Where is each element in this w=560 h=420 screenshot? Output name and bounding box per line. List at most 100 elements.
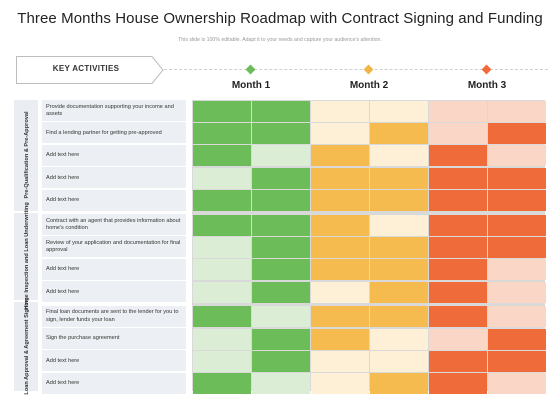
- grid-cell: [487, 122, 546, 145]
- page-subtitle: This slide is 100% editable. Adapt it to…: [178, 37, 382, 43]
- grid-cell: [369, 236, 428, 259]
- activity-label: Add text here: [42, 281, 186, 303]
- grid-cell: [310, 306, 369, 328]
- grid-cell: [369, 190, 428, 212]
- grid-cell: [192, 214, 251, 236]
- grid-cell: [310, 122, 369, 145]
- grid-cell: [369, 373, 428, 395]
- grid-cell: [310, 145, 369, 167]
- grid-cell: [369, 100, 428, 122]
- grid-cell: [251, 100, 310, 122]
- grid-cell: [310, 214, 369, 236]
- grid-cell: [369, 259, 428, 281]
- grid-cell: [192, 259, 251, 281]
- grid-cell: [369, 306, 428, 328]
- activity-label: Add text here: [42, 144, 186, 166]
- grid-cell: [428, 145, 487, 167]
- grid-cell: [251, 122, 310, 145]
- month-timeline-line: [164, 69, 548, 70]
- grid-cell: [251, 373, 310, 395]
- grid-cell: [428, 373, 487, 395]
- grid-cell: [251, 306, 310, 328]
- month-1-label: Month 1: [231, 80, 271, 91]
- activity-label: Add text here: [42, 167, 186, 189]
- grid-cell: [251, 328, 310, 350]
- grid-cell: [192, 306, 251, 328]
- grid-cell: [192, 373, 251, 395]
- grid-cell: [251, 190, 310, 212]
- grid-cell: [369, 350, 428, 373]
- grid-cell: [192, 145, 251, 167]
- grid-cell: [251, 281, 310, 303]
- grid-cell: [487, 190, 546, 212]
- activity-label: Find a lending partner for getting pre-a…: [42, 122, 186, 144]
- activity-label: Add text here: [42, 350, 186, 372]
- grid-cell: [428, 328, 487, 350]
- month-1-marker: [245, 64, 256, 75]
- grid-cell: [428, 350, 487, 373]
- section-label-home-inspection: Home Inspection and Loan Underwriting: [24, 202, 30, 310]
- grid-cell: [251, 350, 310, 373]
- section-pre-qualification: [14, 100, 38, 211]
- grid-cell: [310, 259, 369, 281]
- grid-cell: [369, 145, 428, 167]
- grid-cell: [310, 328, 369, 350]
- grid-cell: [310, 236, 369, 259]
- grid-cell: [369, 167, 428, 189]
- grid-cell: [192, 122, 251, 145]
- activity-label: Review of your application and documenta…: [42, 236, 186, 258]
- section-label-loan-approval: Loan Approval & Agreement Signing: [24, 297, 30, 395]
- grid-cell: [369, 214, 428, 236]
- grid-cell: [310, 350, 369, 373]
- month-3-marker: [481, 64, 492, 75]
- grid-cell: [251, 145, 310, 167]
- grid-cell: [310, 373, 369, 395]
- month-2-label: Month 2: [349, 80, 389, 91]
- grid-cell: [487, 100, 546, 122]
- grid-cell: [251, 214, 310, 236]
- grid-cell: [428, 281, 487, 303]
- key-activities-label: KEY ACTIVITIES: [52, 64, 120, 73]
- grid-cell: [487, 214, 546, 236]
- grid-cell: [428, 306, 487, 328]
- month-3-label: Month 3: [467, 80, 507, 91]
- month-2-marker: [363, 64, 374, 75]
- grid-cell: [487, 167, 546, 189]
- grid-cell: [251, 167, 310, 189]
- grid-cell: [487, 259, 546, 281]
- grid-cell: [487, 236, 546, 259]
- activity-label: Provide documentation supporting your in…: [42, 100, 186, 121]
- grid-cell: [487, 373, 546, 395]
- activity-label: Sign the purchase agreement: [42, 328, 186, 349]
- grid-cell: [428, 259, 487, 281]
- grid-cell: [369, 328, 428, 350]
- key-activities-arrow: [16, 56, 164, 84]
- section-label-pre-qualification: Pre-Qualification & Pre-Approval: [24, 111, 30, 199]
- grid-cell: [192, 190, 251, 212]
- grid-cell: [192, 236, 251, 259]
- grid-cell: [369, 281, 428, 303]
- grid-cell: [192, 100, 251, 122]
- grid-cell: [487, 145, 546, 167]
- grid-cell: [310, 167, 369, 189]
- grid-cell: [192, 328, 251, 350]
- activity-label: Add text here: [42, 258, 186, 280]
- section-home-inspection: [14, 213, 38, 300]
- grid-cell: [487, 281, 546, 303]
- section-loan-approval: [14, 302, 38, 391]
- grid-cell: [251, 259, 310, 281]
- grid-cell: [487, 350, 546, 373]
- activity-label: Contract with an agent that provides inf…: [42, 214, 186, 235]
- activity-label: Add text here: [42, 372, 186, 394]
- grid-cell: [428, 190, 487, 212]
- grid-cell: [428, 236, 487, 259]
- grid-cell: [428, 100, 487, 122]
- grid-cell: [428, 167, 487, 189]
- grid-cell: [428, 214, 487, 236]
- roadmap-grid: [192, 100, 546, 395]
- grid-cell: [310, 190, 369, 212]
- page-title: Three Months House Ownership Roadmap wit…: [17, 10, 543, 27]
- grid-cell: [192, 350, 251, 373]
- grid-cell: [310, 100, 369, 122]
- grid-cell: [251, 236, 310, 259]
